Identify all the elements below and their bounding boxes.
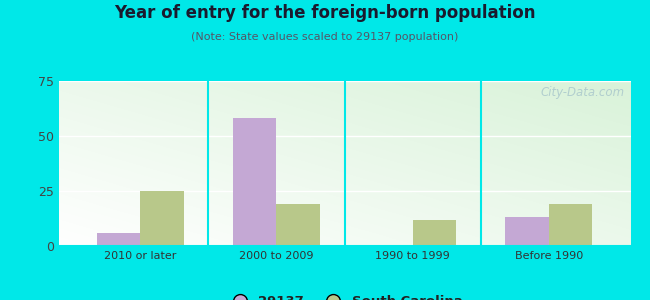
Bar	[276, 204, 320, 246]
Text: City-Data.com: City-Data.com	[541, 86, 625, 99]
Bar	[413, 220, 456, 246]
Legend: 29137, South Carolina: 29137, South Carolina	[222, 290, 467, 300]
Bar	[505, 218, 549, 246]
Bar	[140, 191, 184, 246]
Text: (Note: State values scaled to 29137 population): (Note: State values scaled to 29137 popu…	[191, 32, 459, 41]
Bar	[233, 118, 276, 246]
Bar	[97, 233, 140, 246]
Bar	[549, 204, 592, 246]
Text: Year of entry for the foreign-born population: Year of entry for the foreign-born popul…	[114, 4, 536, 22]
